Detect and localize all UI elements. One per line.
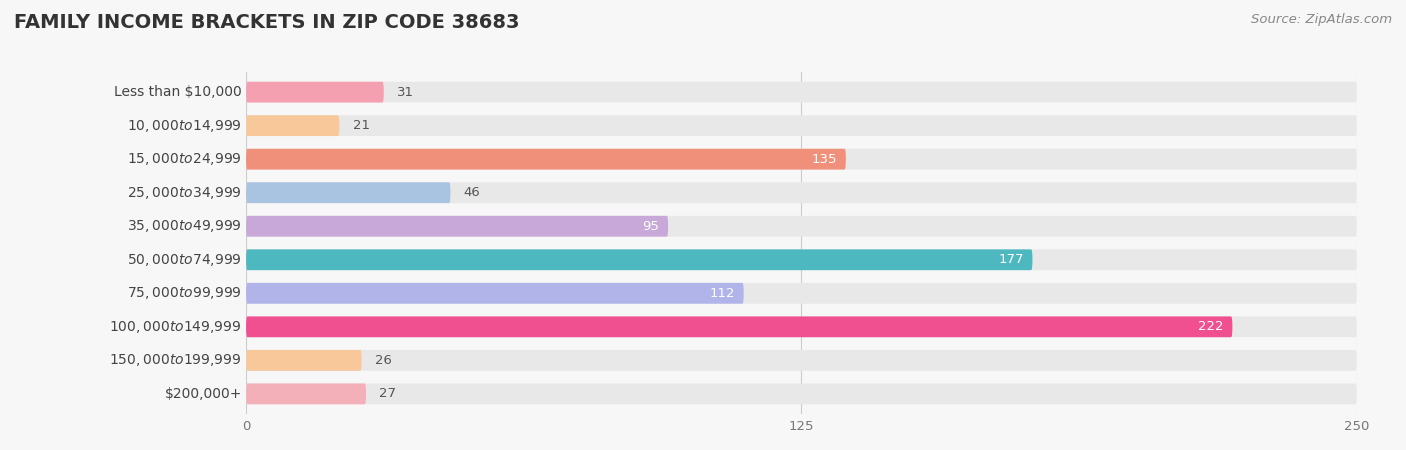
FancyBboxPatch shape [246, 316, 1357, 337]
FancyBboxPatch shape [246, 115, 339, 136]
Text: Source: ZipAtlas.com: Source: ZipAtlas.com [1251, 14, 1392, 27]
FancyBboxPatch shape [246, 82, 1357, 103]
FancyBboxPatch shape [246, 283, 744, 304]
Text: 95: 95 [643, 220, 659, 233]
Text: 222: 222 [1198, 320, 1223, 333]
FancyBboxPatch shape [246, 216, 668, 237]
FancyBboxPatch shape [246, 316, 1233, 337]
Text: $75,000 to $99,999: $75,000 to $99,999 [127, 285, 242, 302]
Text: 177: 177 [998, 253, 1024, 266]
Text: 46: 46 [464, 186, 481, 199]
Text: $25,000 to $34,999: $25,000 to $34,999 [127, 184, 242, 201]
FancyBboxPatch shape [246, 182, 1357, 203]
FancyBboxPatch shape [246, 383, 366, 404]
Text: $15,000 to $24,999: $15,000 to $24,999 [127, 151, 242, 167]
FancyBboxPatch shape [246, 149, 1357, 170]
Text: Less than $10,000: Less than $10,000 [114, 85, 242, 99]
Text: 31: 31 [396, 86, 415, 99]
Text: $200,000+: $200,000+ [165, 387, 242, 401]
FancyBboxPatch shape [246, 249, 1032, 270]
Text: 27: 27 [380, 387, 396, 400]
FancyBboxPatch shape [246, 283, 1357, 304]
FancyBboxPatch shape [246, 350, 361, 371]
Text: 135: 135 [811, 153, 837, 166]
FancyBboxPatch shape [246, 249, 1357, 270]
Text: $150,000 to $199,999: $150,000 to $199,999 [110, 352, 242, 369]
Text: 26: 26 [375, 354, 392, 367]
FancyBboxPatch shape [246, 383, 1357, 404]
FancyBboxPatch shape [246, 82, 384, 103]
FancyBboxPatch shape [246, 115, 1357, 136]
Text: $10,000 to $14,999: $10,000 to $14,999 [127, 117, 242, 134]
Text: 112: 112 [709, 287, 735, 300]
Text: $100,000 to $149,999: $100,000 to $149,999 [110, 319, 242, 335]
Text: $50,000 to $74,999: $50,000 to $74,999 [127, 252, 242, 268]
Text: $35,000 to $49,999: $35,000 to $49,999 [127, 218, 242, 234]
FancyBboxPatch shape [246, 216, 1357, 237]
FancyBboxPatch shape [246, 350, 1357, 371]
FancyBboxPatch shape [246, 149, 846, 170]
Text: FAMILY INCOME BRACKETS IN ZIP CODE 38683: FAMILY INCOME BRACKETS IN ZIP CODE 38683 [14, 14, 520, 32]
FancyBboxPatch shape [246, 182, 450, 203]
Text: 21: 21 [353, 119, 370, 132]
